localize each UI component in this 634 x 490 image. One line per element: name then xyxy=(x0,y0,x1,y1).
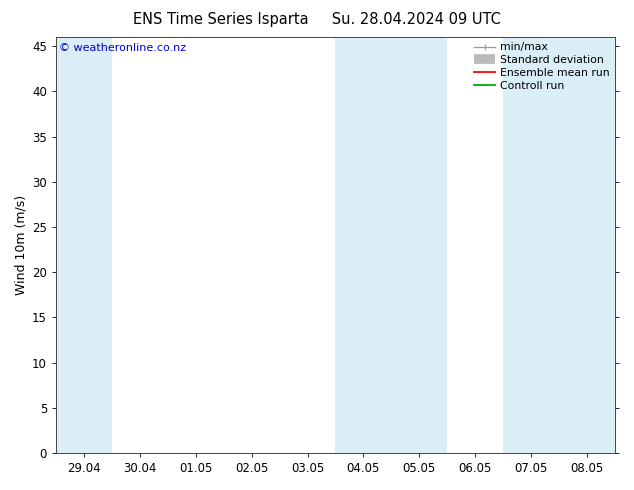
Legend: min/max, Standard deviation, Ensemble mean run, Controll run: min/max, Standard deviation, Ensemble me… xyxy=(472,40,612,93)
Y-axis label: Wind 10m (m/s): Wind 10m (m/s) xyxy=(15,195,28,295)
Bar xyxy=(503,37,615,453)
Bar xyxy=(335,37,447,453)
Bar xyxy=(56,37,112,453)
Text: ENS Time Series Isparta     Su. 28.04.2024 09 UTC: ENS Time Series Isparta Su. 28.04.2024 0… xyxy=(133,12,501,27)
Text: © weatheronline.co.nz: © weatheronline.co.nz xyxy=(59,43,186,53)
